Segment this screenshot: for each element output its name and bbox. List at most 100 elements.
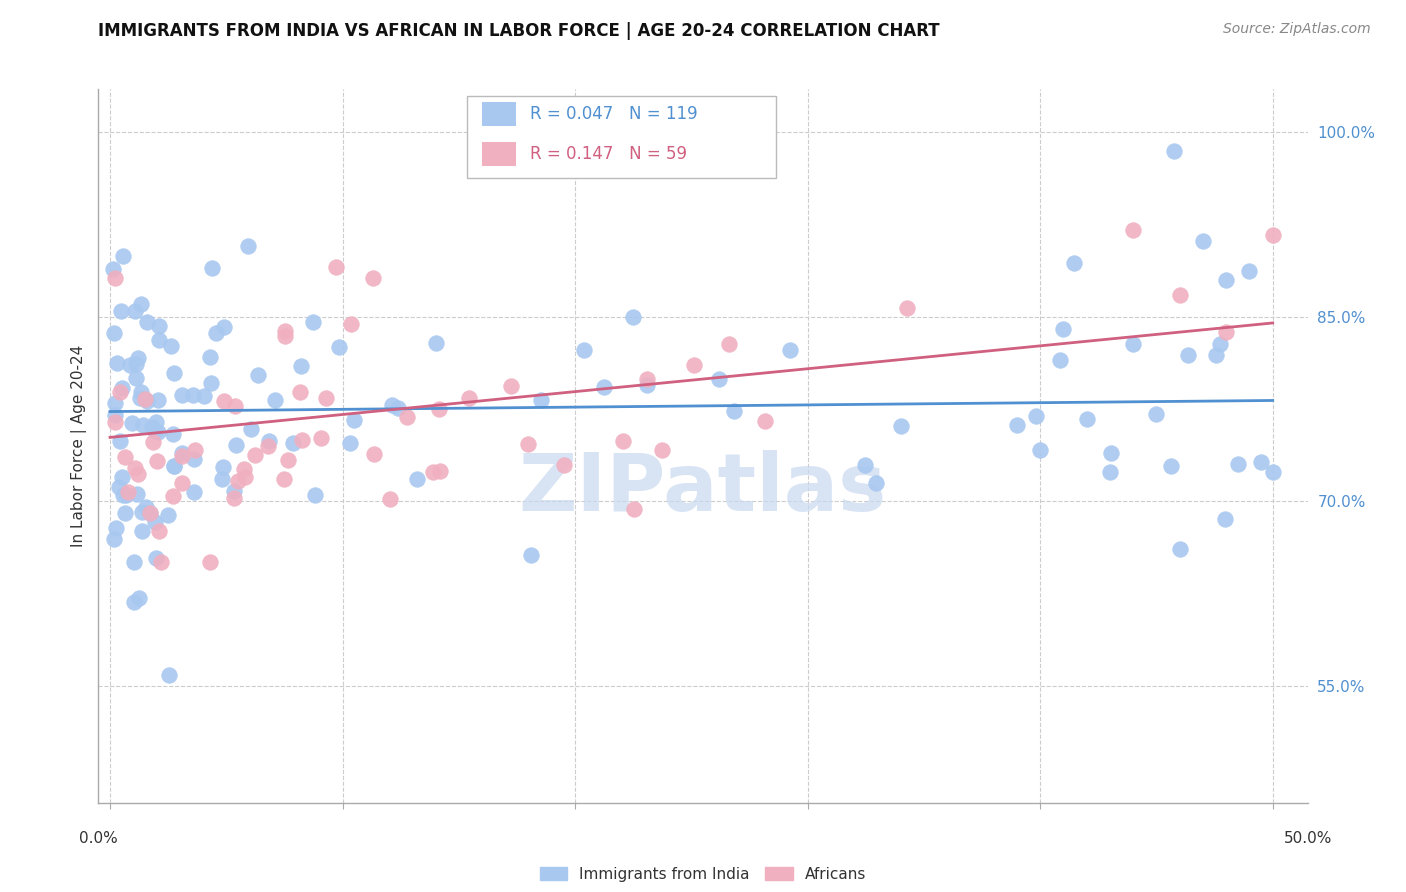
Point (621, 310, 644, 324)
Point (170, 449, 193, 463)
Point (239, 422, 262, 436)
Point (172, 388, 194, 402)
Point (135, 315, 157, 329)
Point (134, 392, 156, 407)
Point (114, 450, 136, 464)
Point (865, 475, 887, 490)
Point (501, 379, 523, 393)
Text: R = 0.147   N = 59: R = 0.147 N = 59 (530, 145, 688, 163)
Point (104, 521, 127, 535)
Point (232, 461, 254, 475)
Point (1025, 409, 1047, 424)
Point (1122, 222, 1144, 236)
Point (124, 304, 146, 318)
Point (325, 260, 347, 274)
Point (148, 524, 170, 538)
Point (131, 524, 153, 539)
Point (143, 516, 166, 530)
Point (853, 458, 876, 473)
Point (395, 410, 418, 425)
Point (363, 447, 385, 461)
Point (315, 391, 337, 405)
Point (224, 399, 246, 413)
Point (108, 434, 131, 449)
Point (427, 402, 450, 417)
Point (138, 506, 160, 520)
Point (1076, 412, 1098, 426)
Point (128, 591, 150, 605)
Point (1163, 144, 1185, 158)
Point (301, 315, 323, 329)
Point (205, 326, 228, 341)
Point (1063, 255, 1085, 269)
Point (157, 668, 180, 682)
Point (274, 324, 297, 338)
Point (120, 358, 142, 372)
Point (1261, 465, 1284, 479)
Point (101, 262, 124, 277)
Point (1029, 443, 1052, 458)
Point (143, 425, 166, 439)
Point (1160, 458, 1182, 473)
Point (200, 555, 222, 569)
Point (1215, 273, 1237, 287)
Point (114, 488, 136, 502)
Point (111, 381, 134, 395)
Point (1209, 337, 1232, 351)
Point (125, 487, 148, 501)
Point (131, 505, 153, 519)
Point (198, 351, 221, 365)
Point (1099, 446, 1122, 460)
Point (1239, 264, 1261, 278)
Point (127, 351, 149, 365)
Point (226, 474, 249, 488)
Point (890, 418, 912, 433)
Point (124, 461, 146, 475)
Point (263, 393, 285, 408)
Point (572, 343, 595, 357)
Point (1192, 234, 1215, 248)
Point (121, 416, 143, 430)
Point (211, 471, 233, 485)
Point (257, 434, 280, 448)
Point (163, 458, 186, 473)
Legend: Immigrants from India, Africans: Immigrants from India, Africans (534, 861, 872, 888)
FancyBboxPatch shape (467, 96, 776, 178)
Point (683, 358, 706, 372)
Point (162, 427, 184, 442)
Point (1205, 348, 1227, 362)
Point (273, 472, 295, 486)
Point (283, 436, 305, 450)
Point (111, 249, 134, 263)
Point (274, 329, 297, 343)
Point (212, 320, 235, 334)
Point (212, 394, 235, 409)
Point (291, 434, 314, 448)
Point (1177, 348, 1199, 362)
Text: IMMIGRANTS FROM INDIA VS AFRICAN IN LABOR FORCE | AGE 20-24 CORRELATION CHART: IMMIGRANTS FROM INDIA VS AFRICAN IN LABO… (98, 22, 941, 40)
Point (104, 408, 127, 422)
Point (623, 502, 645, 516)
Point (1049, 353, 1071, 368)
Point (172, 475, 194, 490)
Point (593, 380, 616, 394)
FancyBboxPatch shape (482, 143, 516, 166)
Point (339, 435, 361, 450)
Point (361, 271, 384, 285)
Point (1215, 325, 1237, 339)
Y-axis label: In Labor Force | Age 20-24: In Labor Force | Age 20-24 (72, 345, 87, 547)
Point (236, 239, 259, 253)
Point (1261, 227, 1284, 242)
Point (183, 484, 205, 499)
Point (387, 401, 409, 415)
Point (636, 372, 658, 386)
Point (1144, 407, 1167, 421)
Point (343, 413, 366, 427)
Point (612, 434, 634, 449)
Point (235, 470, 257, 484)
Point (458, 392, 481, 406)
Point (425, 335, 447, 350)
Point (429, 464, 451, 478)
Point (530, 392, 553, 407)
Point (141, 420, 163, 434)
